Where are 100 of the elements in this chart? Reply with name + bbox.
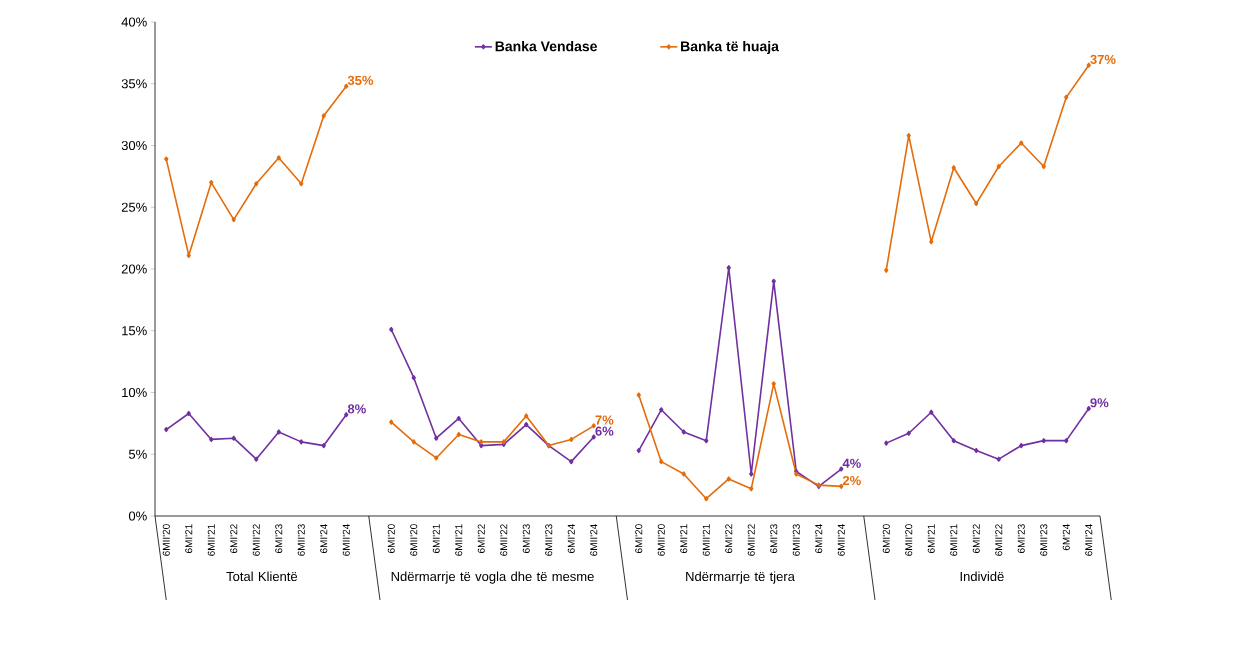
legend-label: Banka Vendase [495, 41, 597, 52]
point [1019, 443, 1024, 449]
x-tick-label: 6MII'24 [1085, 524, 1093, 556]
text: Individë [960, 571, 1004, 582]
text: Ndërmarrje të vogla dhe të mesme [391, 571, 594, 584]
y-tick-label: 0% [128, 511, 147, 521]
point [479, 443, 484, 449]
x-tick-label: 6MI'23 [1017, 524, 1025, 553]
point [1019, 140, 1024, 146]
x-tick-label: 6MI'23 [770, 524, 778, 553]
x-tick-label: 6MI'21 [185, 524, 193, 553]
point [681, 429, 686, 435]
point [254, 456, 259, 462]
x-tick-label: 6MII'22 [995, 524, 1003, 556]
x-tick-label: 6MII'24 [590, 524, 598, 556]
x-tick-label: 6MII'23 [297, 524, 305, 556]
point [974, 447, 979, 454]
point [704, 438, 709, 444]
point [839, 483, 844, 489]
point [524, 422, 529, 428]
x-tick-label: 6MI'24 [567, 524, 575, 553]
x-tick-label: 6MI'22 [972, 524, 980, 553]
point [906, 430, 911, 436]
point [951, 438, 956, 444]
point [681, 471, 686, 477]
point [1086, 62, 1091, 68]
point [411, 375, 416, 381]
x-tick-label: 6MII'22 [500, 524, 508, 556]
point [884, 440, 889, 446]
point [569, 459, 574, 465]
x-tick-label: 6MII'21 [455, 524, 463, 556]
point [884, 267, 889, 273]
y-tick-label: 20% [121, 264, 147, 274]
point [434, 455, 439, 461]
point [929, 409, 934, 415]
x-tick-label: 6MI'20 [387, 524, 395, 553]
point [231, 435, 236, 441]
x-tick-label: 6MII'20 [410, 524, 418, 556]
point [164, 426, 169, 433]
point [276, 155, 281, 161]
x-tick-label: 6MI'22 [725, 524, 733, 553]
x-tick-label: 6MI'23 [522, 524, 530, 553]
x-tick-label: 6MII'23 [545, 524, 553, 556]
x-tick-label: 6MII'20 [657, 524, 665, 556]
point [974, 200, 979, 207]
x-tick-label: 6MII'23 [792, 524, 800, 556]
point [951, 165, 956, 171]
y-tick-label: 30% [121, 140, 147, 151]
point [726, 265, 731, 271]
point [411, 439, 416, 445]
point [591, 434, 596, 440]
point [1041, 163, 1046, 170]
x-tick-label: 6MII'23 [1040, 524, 1048, 556]
x-tick-label: 6MII'22 [252, 524, 260, 556]
y-tick-label: 35% [121, 79, 147, 89]
x-tick-label: 6MI'24 [320, 524, 328, 553]
point [996, 456, 1001, 462]
x-tick-label: 6MI'21 [680, 524, 688, 553]
x-tick-label: 6MII'21 [950, 524, 958, 556]
point [344, 412, 349, 418]
point [389, 419, 394, 425]
point [636, 447, 641, 454]
data-label: 7% [595, 415, 614, 425]
point [659, 459, 664, 465]
x-tick-label: 6MII'20 [905, 524, 913, 556]
point [456, 415, 461, 422]
point [1086, 405, 1091, 412]
text: Total Klientë [226, 571, 298, 582]
point [479, 439, 484, 445]
point [209, 179, 214, 186]
point [389, 326, 394, 333]
point [231, 216, 236, 223]
point [456, 431, 461, 438]
y-tick-label: 10% [122, 387, 147, 398]
x-tick-label: 6MI'20 [635, 524, 643, 553]
point [299, 439, 304, 445]
x-tick-label: 6MI'21 [432, 524, 440, 553]
x-tick-label: 6MII'20 [162, 524, 170, 556]
point [749, 471, 754, 477]
y-tick-label: 15% [122, 326, 147, 336]
x-tick-label: 6MII'24 [837, 524, 845, 556]
point [524, 413, 529, 419]
point [771, 278, 776, 284]
x-tick-label: 6MII'22 [747, 524, 755, 556]
x-tick-label: 6MI'22 [230, 524, 238, 553]
point [704, 496, 709, 502]
x-tick-label: 6MI'21 [927, 524, 935, 553]
point [1041, 438, 1046, 444]
legend-label: Banka të huaja [681, 41, 780, 55]
data-label: 35% [347, 75, 374, 86]
point [929, 239, 934, 245]
data-label: 6% [595, 426, 614, 436]
data-label: 4% [842, 458, 861, 468]
point [434, 435, 439, 441]
data-label: 2% [842, 475, 861, 486]
point [726, 476, 731, 482]
point [659, 407, 664, 413]
data-label: 9% [1090, 398, 1109, 408]
point [186, 252, 191, 259]
x-tick-label: 6MI'24 [815, 524, 823, 553]
